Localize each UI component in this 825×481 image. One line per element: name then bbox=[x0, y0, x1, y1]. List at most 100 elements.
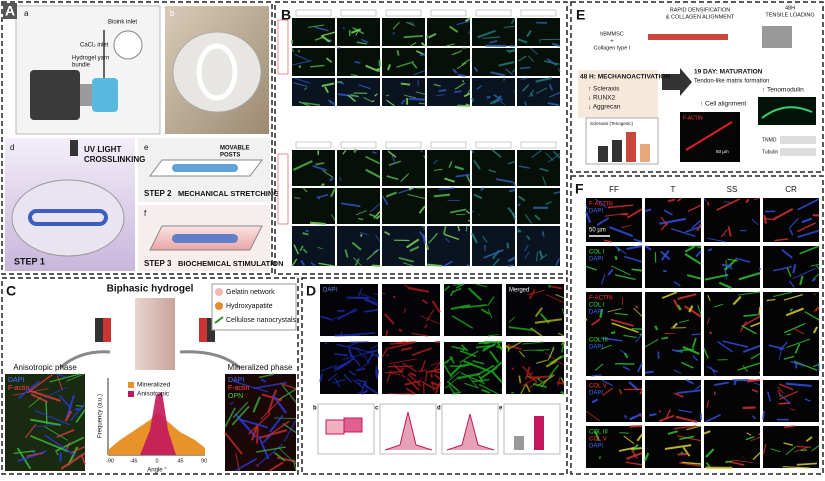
label: MOVABLE bbox=[220, 146, 250, 152]
micrograph bbox=[427, 188, 470, 224]
label: Hydrogel yarn bbox=[72, 56, 109, 62]
micrograph bbox=[704, 246, 760, 288]
label: ↑ Scleraxis bbox=[588, 86, 620, 93]
label: Merged bbox=[509, 288, 529, 294]
cell bbox=[512, 368, 513, 370]
label: UV LIGHT bbox=[84, 145, 121, 154]
label: & COLLAGEN ALIGNMENT bbox=[666, 14, 735, 20]
legend-swatch bbox=[128, 391, 134, 397]
mini-box bbox=[344, 418, 362, 432]
label: Tendon-like matrix formation bbox=[694, 79, 769, 85]
cell bbox=[376, 366, 377, 375]
micrograph bbox=[337, 150, 380, 186]
cell bbox=[377, 370, 378, 379]
bar bbox=[640, 144, 650, 162]
label: 48 H: MECHANOACTIVATION bbox=[580, 74, 670, 81]
stain-label: COL V bbox=[589, 437, 607, 443]
stain-label: F-ACTIN bbox=[589, 296, 613, 302]
micrograph bbox=[382, 284, 440, 336]
cell bbox=[423, 384, 424, 394]
cell bbox=[710, 332, 712, 334]
label: Scleraxis (Tenogenic) bbox=[590, 121, 634, 126]
arrow bbox=[662, 68, 692, 96]
micrograph bbox=[427, 226, 470, 266]
label: ↓ Aggrecan bbox=[588, 104, 621, 111]
label: 19 DAY: MATURATION bbox=[694, 69, 763, 76]
cell bbox=[394, 296, 395, 298]
cell bbox=[322, 184, 324, 186]
panel-letter: E bbox=[576, 7, 585, 23]
motor bbox=[30, 70, 80, 120]
cell bbox=[645, 372, 654, 373]
cell bbox=[420, 55, 425, 56]
label: Anisotropic phase bbox=[13, 363, 77, 372]
cell bbox=[734, 380, 735, 385]
micrograph bbox=[472, 188, 515, 224]
column-header: FF bbox=[609, 185, 619, 194]
mini-bar bbox=[534, 416, 544, 450]
micrograph bbox=[517, 48, 560, 76]
label: Bioink inlet bbox=[108, 20, 137, 26]
panel-letter: D bbox=[306, 283, 316, 299]
cell bbox=[294, 198, 300, 199]
bar bbox=[598, 146, 608, 162]
label: RAPID DENSIFICATION bbox=[670, 7, 730, 13]
micrograph bbox=[517, 226, 560, 266]
cell bbox=[725, 461, 732, 462]
tick-label: 0 bbox=[155, 458, 158, 464]
cell bbox=[419, 103, 425, 104]
cell bbox=[814, 294, 815, 295]
label: bundle bbox=[72, 63, 91, 69]
subpanel-letter: e bbox=[144, 143, 149, 152]
stain-label: DAPI bbox=[589, 444, 603, 450]
stain-label: F-actin bbox=[8, 385, 30, 392]
subpanel-letter: c bbox=[375, 406, 379, 412]
subpanel-letter: d bbox=[437, 406, 441, 412]
tick-label: -45 bbox=[130, 458, 138, 464]
loader bbox=[762, 26, 792, 48]
column-header bbox=[386, 142, 421, 148]
label: ↑ Tenomodulin bbox=[762, 87, 804, 94]
bar bbox=[626, 132, 636, 162]
cell bbox=[649, 414, 656, 415]
column-header: T bbox=[671, 185, 676, 194]
cell bbox=[722, 265, 732, 266]
subpanel-letter: e bbox=[499, 406, 503, 412]
cell bbox=[520, 67, 530, 68]
cell bbox=[303, 233, 309, 234]
stain-label: COL III bbox=[589, 338, 608, 344]
bar bbox=[612, 140, 622, 162]
legend-label: Mineralized bbox=[137, 382, 171, 389]
cell bbox=[778, 403, 789, 404]
subpanel-letter: b bbox=[313, 406, 317, 412]
cell bbox=[611, 332, 615, 333]
micrograph bbox=[292, 226, 335, 266]
column-header bbox=[521, 10, 556, 16]
legend-label: Gelatin network bbox=[226, 289, 275, 296]
label: Mineralized phase bbox=[228, 363, 293, 372]
cell bbox=[431, 374, 432, 378]
legend-icon bbox=[215, 288, 223, 296]
cell bbox=[615, 256, 616, 260]
cell bbox=[299, 66, 301, 67]
cell bbox=[439, 90, 447, 91]
stain-label: DAPI bbox=[8, 377, 24, 384]
micrograph bbox=[645, 246, 701, 288]
magnet-pole bbox=[103, 318, 111, 342]
cell bbox=[329, 100, 330, 101]
uv-lamp bbox=[70, 140, 78, 156]
cell bbox=[691, 334, 701, 335]
blot bbox=[780, 136, 816, 144]
zoom-circle bbox=[114, 31, 142, 59]
subpanel-letter: d bbox=[10, 143, 14, 152]
cell bbox=[466, 226, 467, 231]
legend-icon bbox=[215, 302, 223, 310]
label: ↓ RUNX2 bbox=[588, 95, 615, 102]
cell bbox=[599, 456, 600, 458]
cell bbox=[46, 402, 47, 424]
cell bbox=[310, 223, 326, 224]
cell bbox=[401, 84, 410, 85]
label: 50 µm bbox=[716, 149, 729, 154]
micrograph bbox=[763, 334, 819, 376]
label: STEP 2 bbox=[144, 189, 172, 198]
